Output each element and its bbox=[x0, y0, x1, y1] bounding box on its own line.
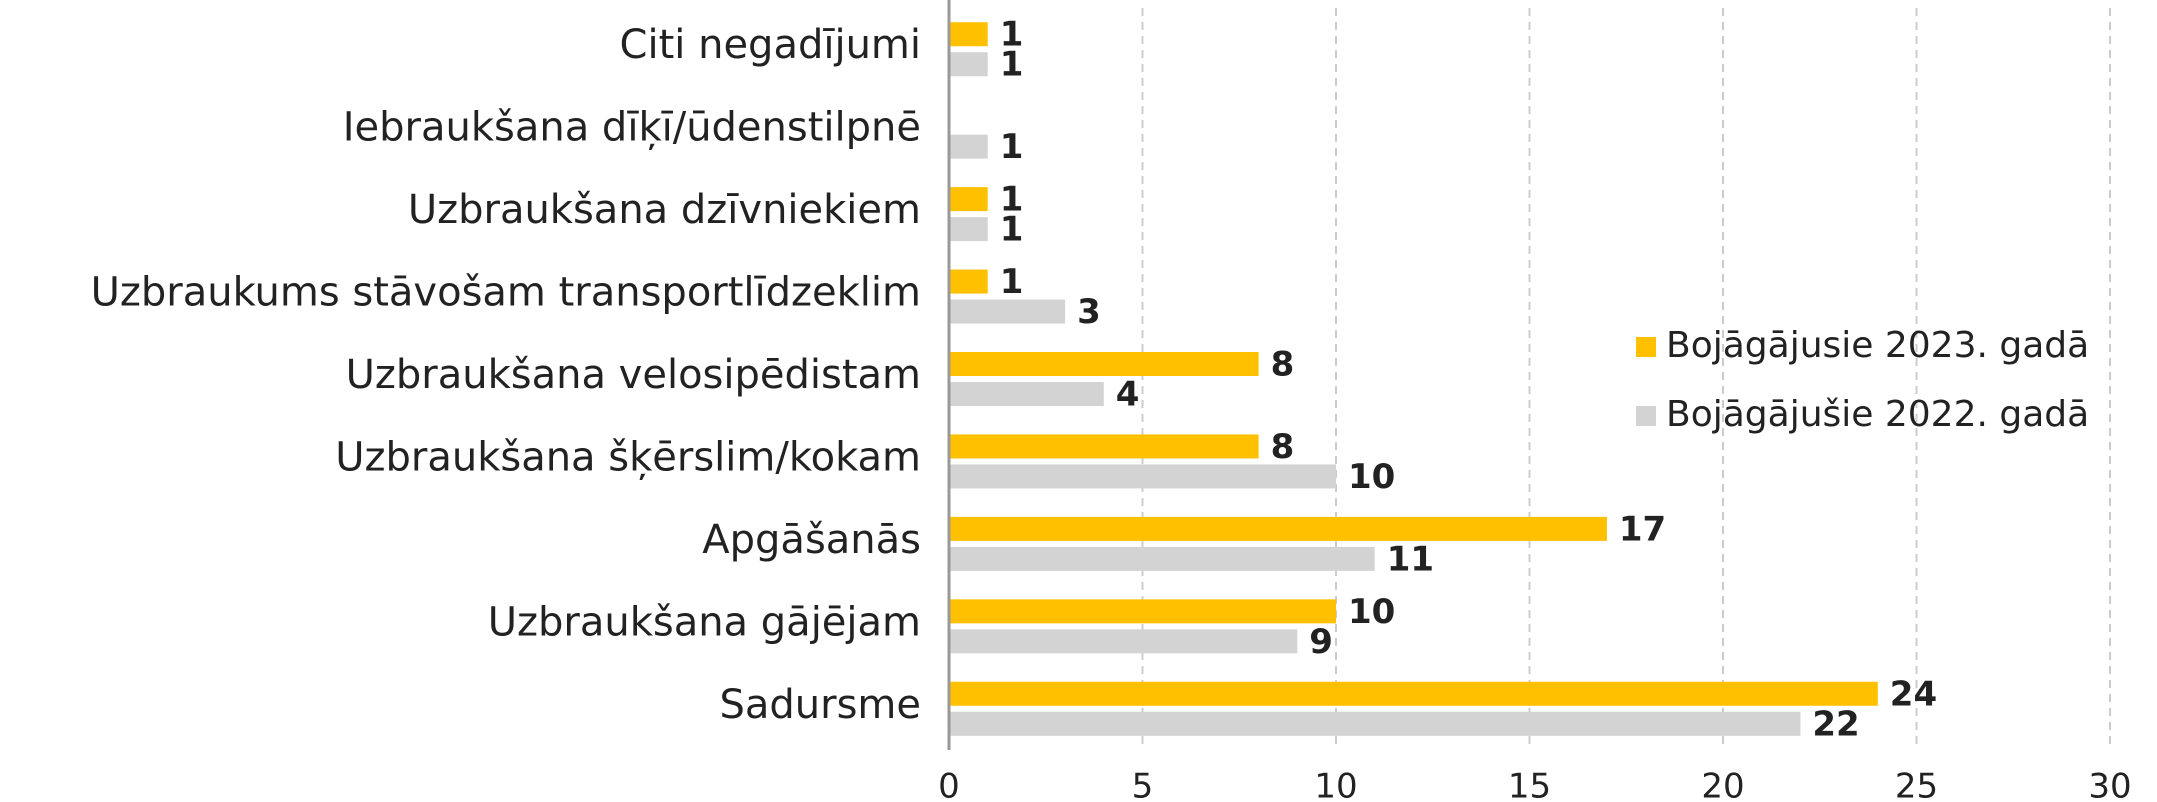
category-label: Uzbraukšana gājējam bbox=[488, 599, 921, 645]
category-label: Sadursme bbox=[719, 682, 921, 728]
bar bbox=[949, 52, 988, 77]
data-label: 1 bbox=[1000, 262, 1024, 302]
bar bbox=[949, 516, 1607, 541]
bar bbox=[949, 352, 1259, 376]
bar bbox=[949, 546, 1375, 571]
data-label: 8 bbox=[1271, 345, 1295, 385]
bar bbox=[949, 629, 1298, 654]
bar bbox=[949, 187, 988, 212]
bar bbox=[949, 464, 1336, 489]
x-tick-label: 5 bbox=[1132, 767, 1154, 802]
category-label: Uzbraukšana šķērslim/kokam bbox=[335, 434, 921, 480]
legend-label: Bojāgājusie 2023. gadā bbox=[1666, 325, 2089, 366]
data-label: 8 bbox=[1271, 427, 1295, 467]
legend-swatch bbox=[1636, 337, 1656, 357]
data-label: 3 bbox=[1077, 292, 1101, 332]
data-label: 1 bbox=[1000, 210, 1024, 250]
category-label: Uzbraukums stāvošam transportlīdzeklim bbox=[91, 270, 921, 316]
data-label: 10 bbox=[1348, 592, 1395, 632]
bar bbox=[949, 134, 988, 159]
data-label: 4 bbox=[1116, 375, 1140, 415]
bar bbox=[949, 22, 988, 47]
category-label: Uzbraukšana velosipēdistam bbox=[346, 352, 921, 398]
bar bbox=[949, 711, 1801, 736]
data-label: 22 bbox=[1812, 704, 1859, 744]
data-label: 1 bbox=[1000, 127, 1024, 167]
bar bbox=[949, 382, 1104, 406]
category-label: Iebraukšana dīķī/ūdenstilpnē bbox=[343, 105, 921, 151]
bar bbox=[949, 299, 1066, 324]
bar bbox=[949, 269, 988, 294]
legend-label: Bojāgājušie 2022. gadā bbox=[1666, 394, 2089, 435]
data-label: 10 bbox=[1348, 457, 1395, 497]
x-tick-label: 25 bbox=[1895, 767, 1938, 802]
category-label: Uzbraukšana dzīvniekiem bbox=[408, 187, 921, 233]
bar bbox=[949, 434, 1259, 459]
data-label: 24 bbox=[1890, 674, 1937, 714]
bar bbox=[949, 599, 1336, 624]
x-tick-label: 15 bbox=[1508, 767, 1551, 802]
legend-swatch bbox=[1636, 406, 1656, 426]
data-label: 9 bbox=[1309, 622, 1333, 662]
category-label: Citi negadījumi bbox=[620, 22, 921, 68]
data-label: 1 bbox=[1000, 180, 1024, 220]
data-label: 1 bbox=[1000, 45, 1024, 85]
bar bbox=[949, 217, 988, 242]
bar bbox=[949, 681, 1878, 706]
data-label: 17 bbox=[1619, 509, 1666, 549]
data-label: 1 bbox=[1000, 15, 1024, 55]
x-tick-label: 0 bbox=[938, 767, 960, 802]
category-label: Apgāšanās bbox=[702, 517, 921, 563]
x-tick-label: 20 bbox=[1701, 767, 1744, 802]
data-label: 11 bbox=[1387, 539, 1434, 579]
x-tick-label: 30 bbox=[2088, 767, 2131, 802]
x-tick-label: 10 bbox=[1314, 767, 1357, 802]
